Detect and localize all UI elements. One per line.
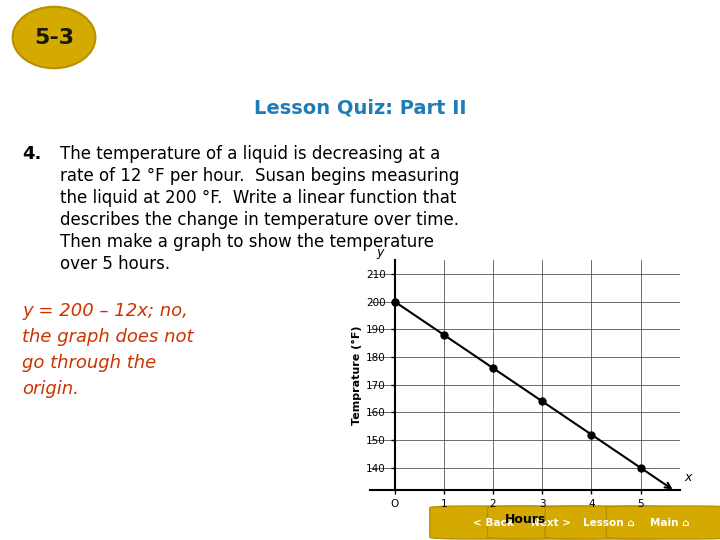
Point <box>389 297 400 306</box>
Point <box>635 463 647 472</box>
Text: rate of 12 °F per hour.  Susan begins measuring: rate of 12 °F per hour. Susan begins mea… <box>60 167 459 185</box>
Text: x: x <box>684 471 691 484</box>
Text: y = 200 – 12x; no,: y = 200 – 12x; no, <box>22 302 188 320</box>
Text: the liquid at 200 °F.  Write a linear function that: the liquid at 200 °F. Write a linear fun… <box>60 189 456 207</box>
Text: Lesson Quiz: Part II: Lesson Quiz: Part II <box>253 98 467 117</box>
FancyBboxPatch shape <box>430 506 555 539</box>
Point <box>438 330 449 339</box>
FancyBboxPatch shape <box>606 506 720 539</box>
Point <box>487 364 499 373</box>
FancyBboxPatch shape <box>545 506 670 539</box>
Text: The temperature of a liquid is decreasing at a: The temperature of a liquid is decreasin… <box>60 145 440 163</box>
Point <box>585 430 597 439</box>
Y-axis label: Temprature (°F): Temprature (°F) <box>351 325 361 425</box>
Text: 5-3: 5-3 <box>34 28 74 48</box>
Text: describes the change in temperature over time.: describes the change in temperature over… <box>60 211 459 229</box>
Text: 4.: 4. <box>22 145 41 163</box>
Text: © HOLT McDOUGAL, All Rights Reserved: © HOLT McDOUGAL, All Rights Reserved <box>11 517 221 528</box>
Text: Next >: Next > <box>531 517 571 528</box>
Point <box>536 397 548 406</box>
Ellipse shape <box>13 6 95 68</box>
Text: Main ⌂: Main ⌂ <box>650 517 689 528</box>
Text: y: y <box>376 246 384 259</box>
Text: over 5 hours.: over 5 hours. <box>60 255 170 273</box>
Text: go through the: go through the <box>22 354 156 372</box>
Text: the graph does not: the graph does not <box>22 328 194 346</box>
Text: Then make a graph to show the temperature: Then make a graph to show the temperatur… <box>60 233 434 251</box>
Text: Graphing Proportional Relationships: Graphing Proportional Relationships <box>112 25 598 50</box>
Text: Lesson ⌂: Lesson ⌂ <box>582 517 634 528</box>
X-axis label: Hours: Hours <box>505 513 546 526</box>
FancyBboxPatch shape <box>487 506 613 539</box>
Text: origin.: origin. <box>22 380 79 398</box>
Text: < Back: < Back <box>473 517 513 528</box>
